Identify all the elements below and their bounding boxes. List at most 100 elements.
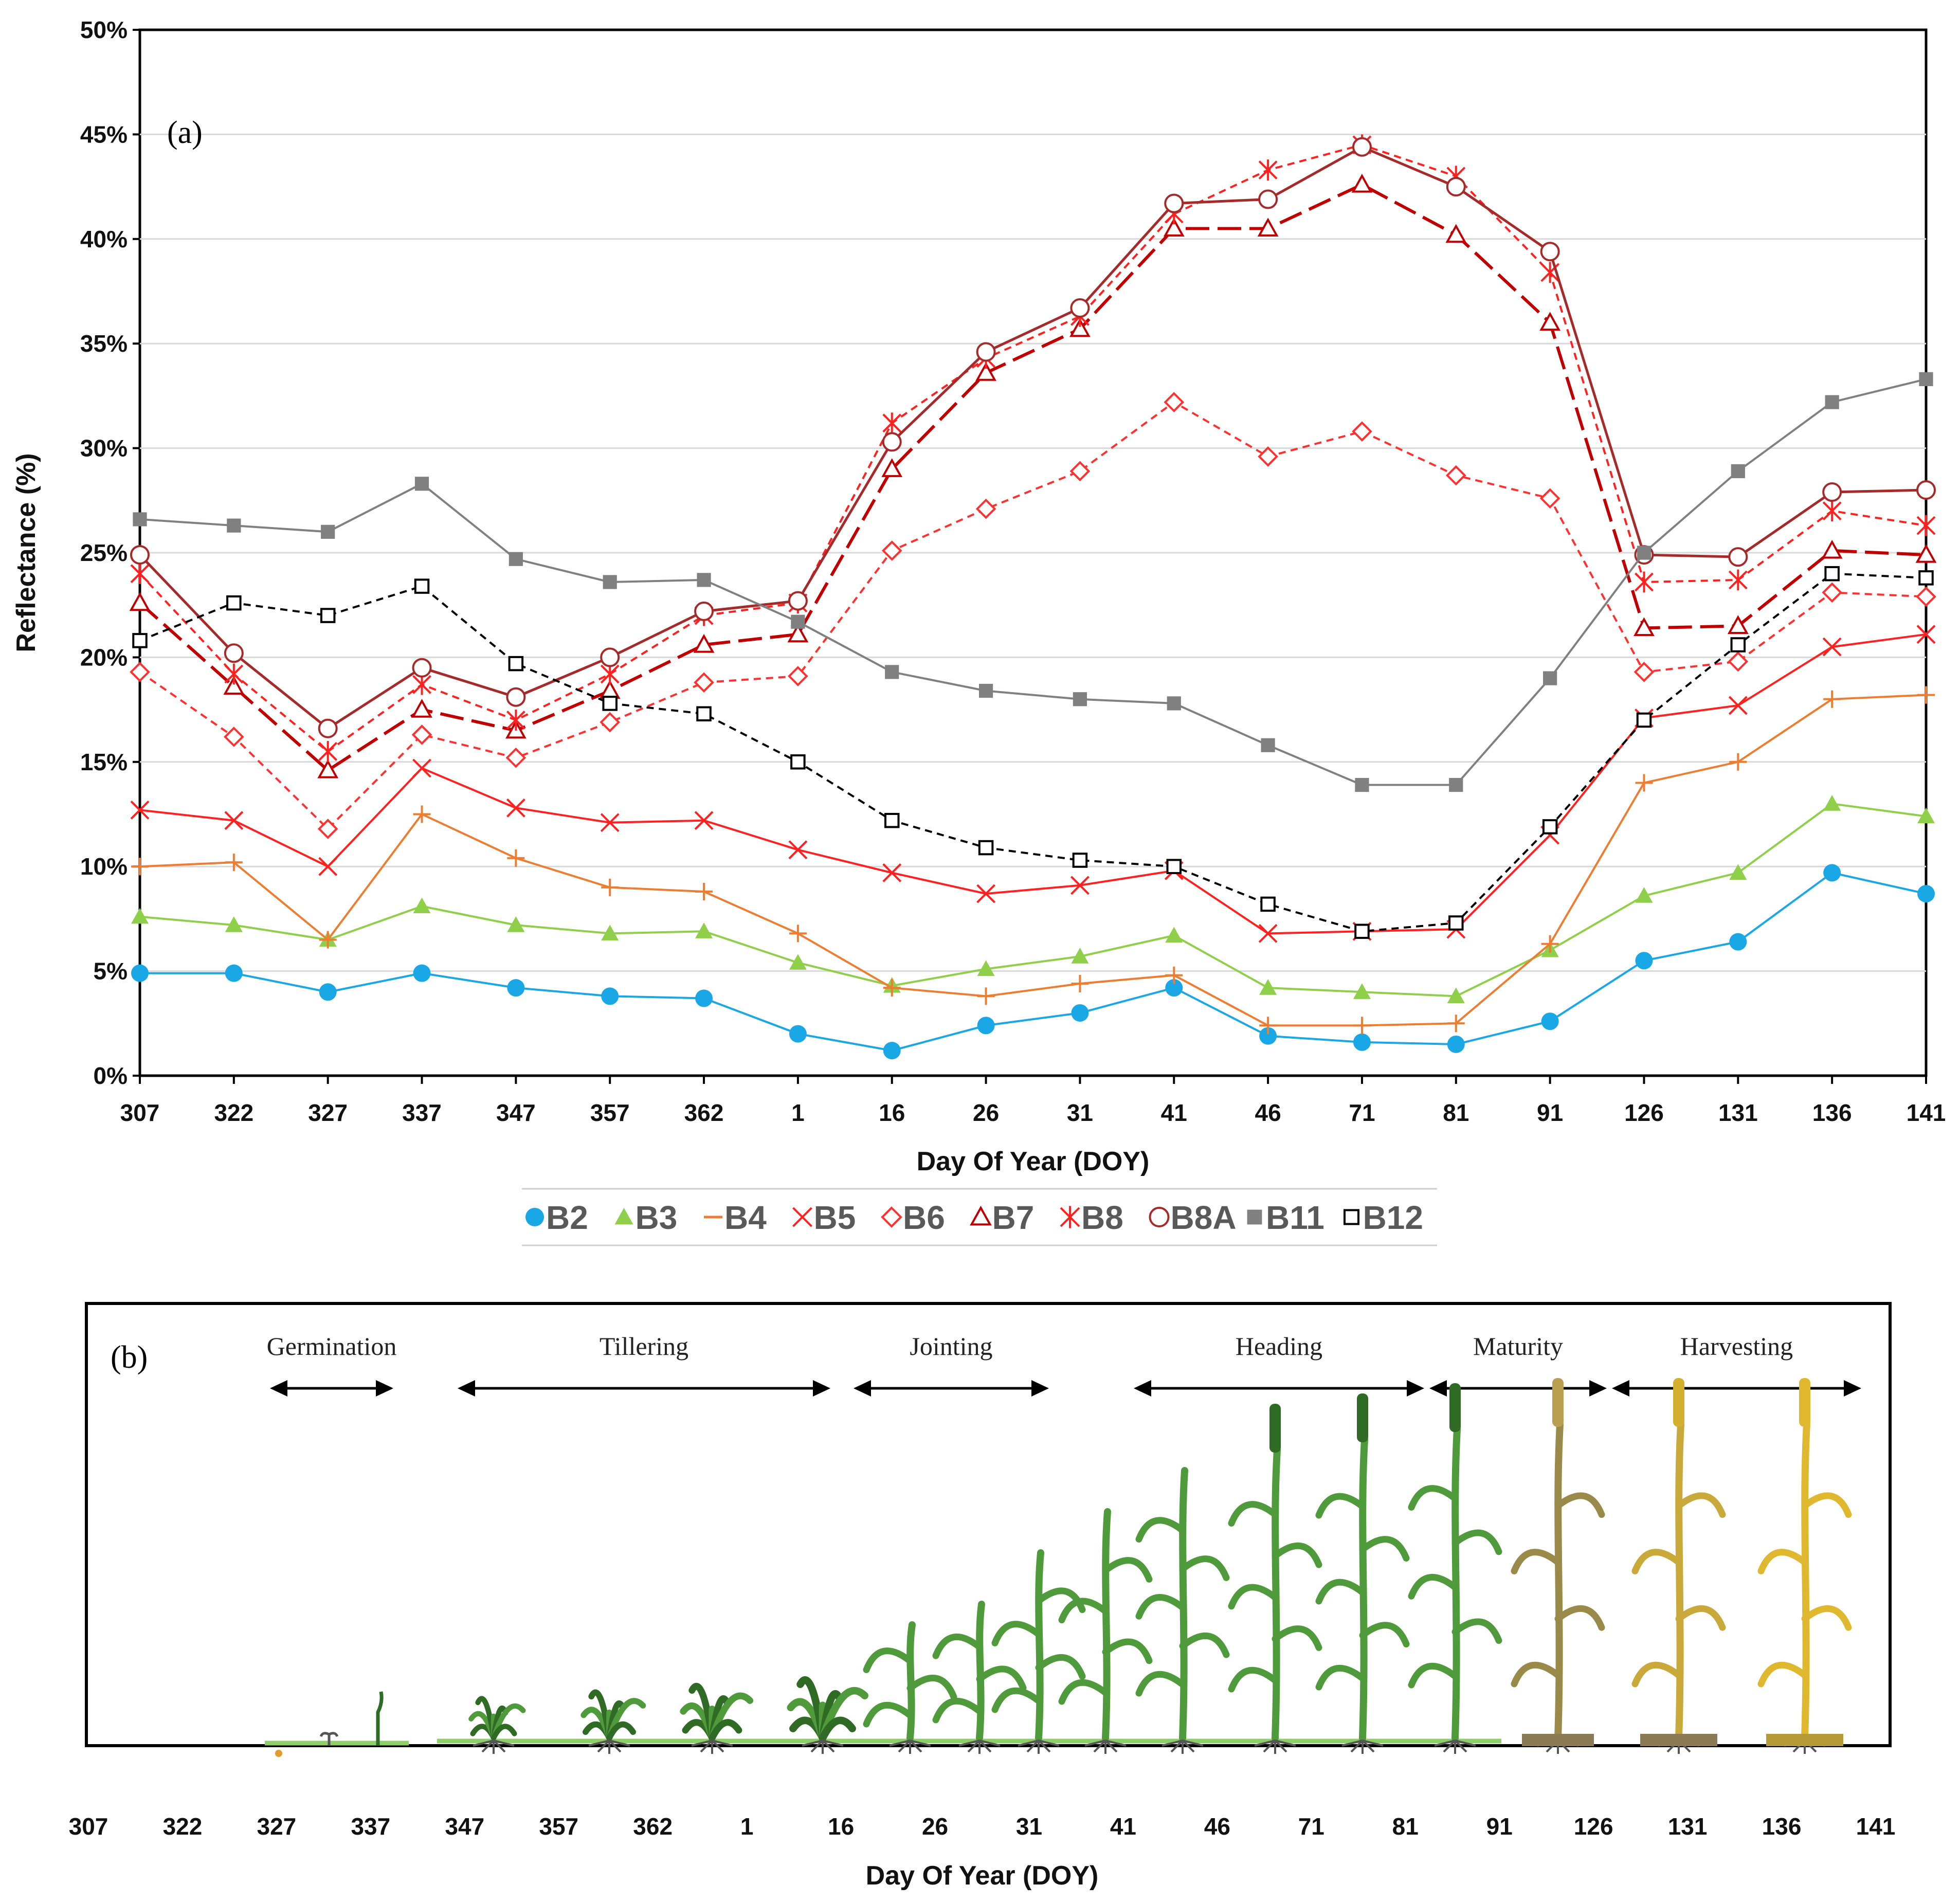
point-b3 xyxy=(413,897,431,914)
point-b12 xyxy=(132,633,148,648)
point-b3 xyxy=(1447,987,1465,1004)
x-tick-label: 136 xyxy=(1812,1099,1852,1126)
legend-item-b11: B11 xyxy=(1247,1199,1324,1236)
x-tick-label: 91 xyxy=(1537,1099,1563,1126)
sprout xyxy=(376,1691,384,1746)
x-tick-label-b: 46 xyxy=(1204,1813,1230,1840)
point-b5 xyxy=(600,813,620,832)
roots xyxy=(691,1739,733,1754)
leaf xyxy=(709,1719,742,1742)
point-b5 xyxy=(882,863,902,882)
point-b5 xyxy=(506,798,525,818)
stage-arrow-head-left xyxy=(854,1380,871,1397)
point-b5 xyxy=(1916,625,1936,644)
leaf xyxy=(1135,1517,1186,1543)
point-b8a xyxy=(1070,298,1090,318)
point-b4 xyxy=(1447,1014,1465,1032)
point-b2 xyxy=(225,964,243,982)
legend-label-b4: B4 xyxy=(724,1199,767,1236)
point-b6 xyxy=(1258,446,1278,467)
point-b4 xyxy=(1541,935,1559,953)
point-b3 xyxy=(1165,927,1183,943)
x-axis-title-b: Day Of Year (DOY) xyxy=(866,1861,1099,1891)
ear xyxy=(1269,1404,1281,1453)
roots xyxy=(473,1739,515,1754)
stage-arrow-head-right xyxy=(1589,1380,1607,1397)
point-b11 xyxy=(1731,464,1745,478)
point-b2 xyxy=(1917,885,1935,903)
point-b5 xyxy=(1822,637,1842,657)
x-tick-label-b: 357 xyxy=(539,1813,578,1840)
point-b7 xyxy=(1069,318,1091,337)
point-b5 xyxy=(1728,696,1748,715)
leaf xyxy=(1102,1557,1153,1583)
series-line-b6 xyxy=(139,401,1927,830)
legend-item-b6: B6 xyxy=(881,1199,945,1236)
point-b2 xyxy=(1823,864,1841,882)
y-tick-label: 20% xyxy=(80,644,128,670)
legend-label-b3: B3 xyxy=(636,1199,678,1236)
stage-arrow-head-left xyxy=(270,1380,287,1397)
ear xyxy=(1449,1383,1461,1432)
point-b6 xyxy=(505,747,527,768)
leaf xyxy=(1408,1485,1459,1511)
sprout xyxy=(319,1732,339,1746)
point-b5 xyxy=(976,884,995,903)
growth-stages: Germination Tillering Jointing Heading Matur… xyxy=(267,1332,1861,1397)
leaf xyxy=(1511,1661,1562,1688)
seed xyxy=(275,1750,282,1757)
point-b6 xyxy=(130,662,150,682)
point-b6 xyxy=(317,819,338,839)
stage-label: Heading xyxy=(1236,1332,1322,1361)
series-line-b4 xyxy=(139,694,1927,1027)
stage-arrow-head-right xyxy=(1031,1380,1049,1397)
stem xyxy=(1179,1467,1188,1742)
roots xyxy=(588,1739,630,1754)
stem xyxy=(1554,1421,1564,1742)
point-b2 xyxy=(695,989,713,1007)
point-b8a xyxy=(882,432,902,452)
stem xyxy=(1675,1421,1684,1742)
x-tick-label-b: 71 xyxy=(1298,1813,1324,1840)
point-b12 xyxy=(1824,566,1840,582)
stem xyxy=(1801,1421,1810,1742)
series-b4 xyxy=(131,686,1935,1035)
leaf xyxy=(1272,1625,1322,1651)
point-b3 xyxy=(601,925,619,940)
roots xyxy=(1162,1739,1204,1754)
roots xyxy=(802,1739,844,1754)
ear xyxy=(1357,1393,1368,1442)
reflectance-chart: 0% 5% 10% 15% 20% 25% 30% 35% 40% 45% 50% 307 322 32… xyxy=(11,16,1946,1246)
point-b12 xyxy=(1448,915,1464,931)
point-b8 xyxy=(1822,500,1842,522)
point-b4 xyxy=(1165,966,1183,984)
point-b3 xyxy=(789,954,807,970)
leaf xyxy=(906,1674,957,1700)
series-b8a xyxy=(130,137,1936,738)
stage-label: Jointing xyxy=(910,1332,992,1361)
point-b4 xyxy=(319,931,337,949)
point-b3 xyxy=(1917,807,1935,824)
point-b11 xyxy=(321,524,335,539)
x-tick-label-b: 307 xyxy=(69,1813,108,1840)
legend-item-b5: B5 xyxy=(792,1199,856,1236)
point-b2 xyxy=(883,1042,901,1060)
point-b6 xyxy=(975,498,996,519)
point-b7 xyxy=(975,362,996,381)
x-tick-label-b: 327 xyxy=(257,1813,297,1840)
point-b8a xyxy=(1164,193,1184,213)
x-tick-label: 46 xyxy=(1255,1099,1281,1126)
stage-jointing: Jointing xyxy=(854,1332,1049,1397)
leaf xyxy=(991,1687,1042,1713)
leaf xyxy=(976,1665,1027,1692)
point-b11 xyxy=(1261,738,1275,752)
point-b5 xyxy=(412,758,431,778)
leaf xyxy=(1035,1654,1086,1680)
point-b2 xyxy=(977,1017,995,1035)
x-tick-label: 26 xyxy=(973,1099,999,1126)
y-tick-label: 5% xyxy=(94,958,128,985)
x-tick-label: 41 xyxy=(1161,1099,1187,1126)
point-b2 xyxy=(1165,979,1183,997)
point-b2 xyxy=(1071,1004,1089,1022)
point-b12 xyxy=(1918,570,1934,586)
